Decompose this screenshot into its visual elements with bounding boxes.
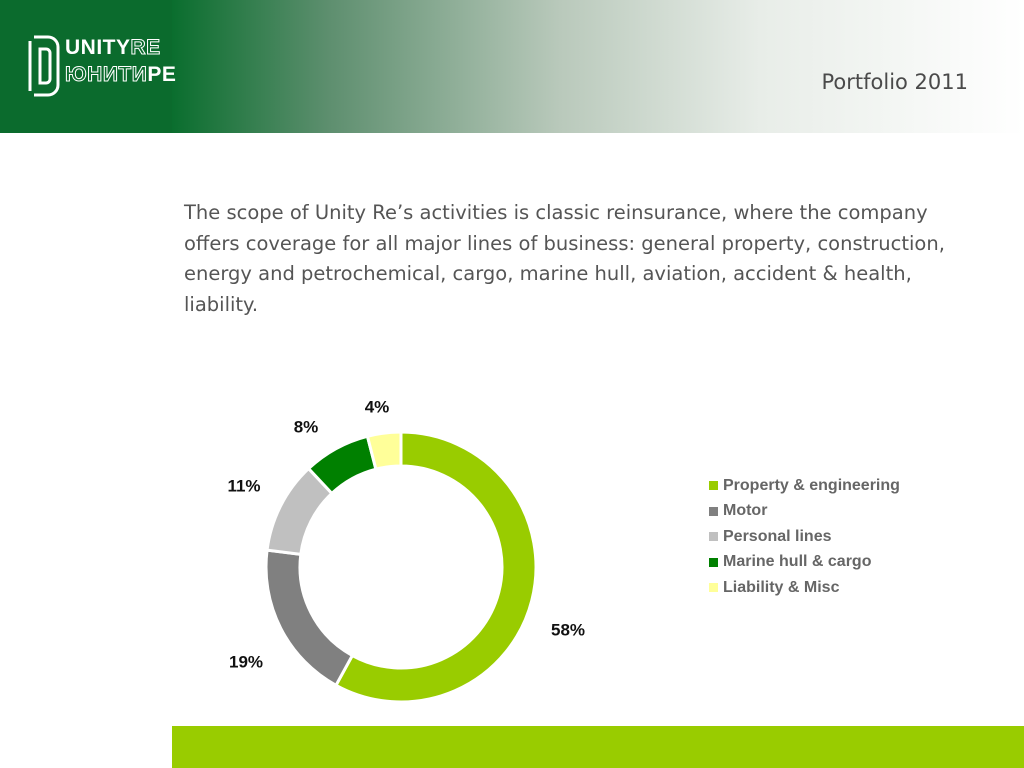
legend-item-property-and-engineering: Property & engineering <box>709 473 900 499</box>
legend-item-motor: Motor <box>709 499 900 525</box>
header-banner: UNITYRE ЮНИТИРЕ Portfolio 2011 <box>0 0 1024 133</box>
donut-slices <box>264 430 538 704</box>
logo: UNITYRE ЮНИТИРЕ <box>0 0 176 133</box>
legend-swatch <box>709 532 718 542</box>
donut-slice-motor <box>264 548 355 688</box>
legend-swatch <box>709 583 718 593</box>
data-label-marine-hull-and-cargo: 8% <box>294 417 319 436</box>
page-title: Portfolio 2011 <box>821 70 968 94</box>
legend-label: Property & engineering <box>723 476 900 494</box>
donut-slice-liability-and-misc <box>365 430 403 471</box>
legend-label: Personal lines <box>723 527 832 545</box>
data-label-motor: 19% <box>229 652 263 671</box>
donut-slice-property-and-engineering <box>333 430 538 704</box>
legend-swatch <box>709 506 718 516</box>
donut-data-labels: 58% 19% 11% 8% 4% <box>227 397 585 671</box>
footer-accent-bar <box>172 726 1024 768</box>
unity-re-logo-icon <box>28 35 60 97</box>
legend-label: Motor <box>723 502 768 520</box>
legend-item-marine-hull-and-cargo: Marine hull & cargo <box>709 550 900 576</box>
logo-text-latin: UNITYRE <box>65 36 161 60</box>
legend-label: Liability & Misc <box>723 578 840 596</box>
logo-text-cyrillic: ЮНИТИРЕ <box>64 63 177 87</box>
chart-legend: Property & engineering Motor Personal line… <box>709 473 900 601</box>
data-label-liability-and-misc: 4% <box>365 397 390 416</box>
intro-paragraph: The scope of Unity Re’s activities is cl… <box>184 201 945 316</box>
legend-swatch <box>709 481 718 491</box>
legend-swatch <box>709 557 718 567</box>
legend-label: Marine hull & cargo <box>723 553 872 571</box>
legend-item-liability-and-misc: Liability & Misc <box>709 575 900 601</box>
legend-item-personal-lines: Personal lines <box>709 524 900 550</box>
data-label-property-and-engineering: 58% <box>551 620 585 639</box>
data-label-personal-lines: 11% <box>227 476 260 495</box>
